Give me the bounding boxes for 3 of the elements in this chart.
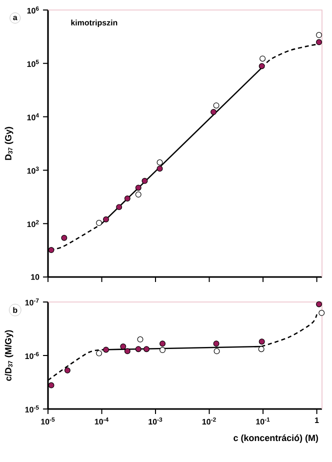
y-axis-title: D$_{37}$ (Gy) [4,126,14,160]
x-axis-title: c (koncentráció) (M) [234,434,318,443]
y-axis-title: c/D$_{37}$ (M/Gy) [4,330,14,381]
